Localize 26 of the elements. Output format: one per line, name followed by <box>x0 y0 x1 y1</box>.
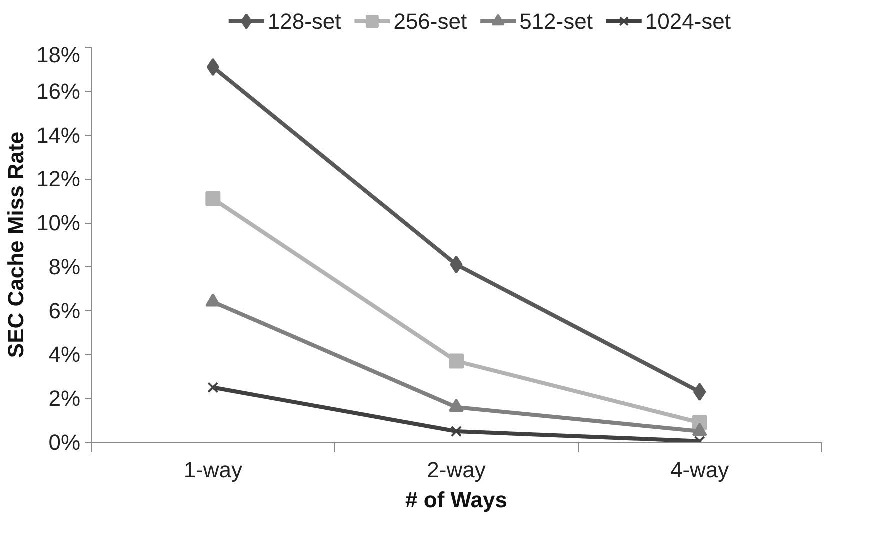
y-tick-label: 10% <box>36 210 81 236</box>
y-tick-label: 6% <box>48 298 80 324</box>
legend-label: 512-set <box>520 9 593 34</box>
y-tick-label: 18% <box>36 42 81 68</box>
point <box>206 191 221 206</box>
x-tick-label: 1-way <box>184 458 243 482</box>
x-tick-label: 4-way <box>670 458 730 482</box>
legend-label: 256-set <box>394 9 468 34</box>
point <box>450 256 463 274</box>
point <box>450 426 462 438</box>
y-tick-label: 4% <box>48 342 80 368</box>
y-tick-label: 16% <box>36 78 81 104</box>
legend-label: 128-set <box>268 9 342 34</box>
y-axis-title: SEC Cache Miss Rate <box>3 132 28 358</box>
x-tick-label: 2-way <box>427 458 486 482</box>
y-tick-label: 12% <box>36 166 81 192</box>
y-tick-label: 14% <box>36 122 81 148</box>
y-tick-label: 8% <box>48 254 80 280</box>
x-axis-title: # of Ways <box>406 488 508 512</box>
legend-label: 1024-set <box>645 9 732 34</box>
point <box>449 354 464 369</box>
point <box>208 382 219 394</box>
point <box>206 58 220 76</box>
point <box>694 383 706 402</box>
y-tick-label: 2% <box>48 386 80 412</box>
y-tick-label: 0% <box>48 430 80 455</box>
